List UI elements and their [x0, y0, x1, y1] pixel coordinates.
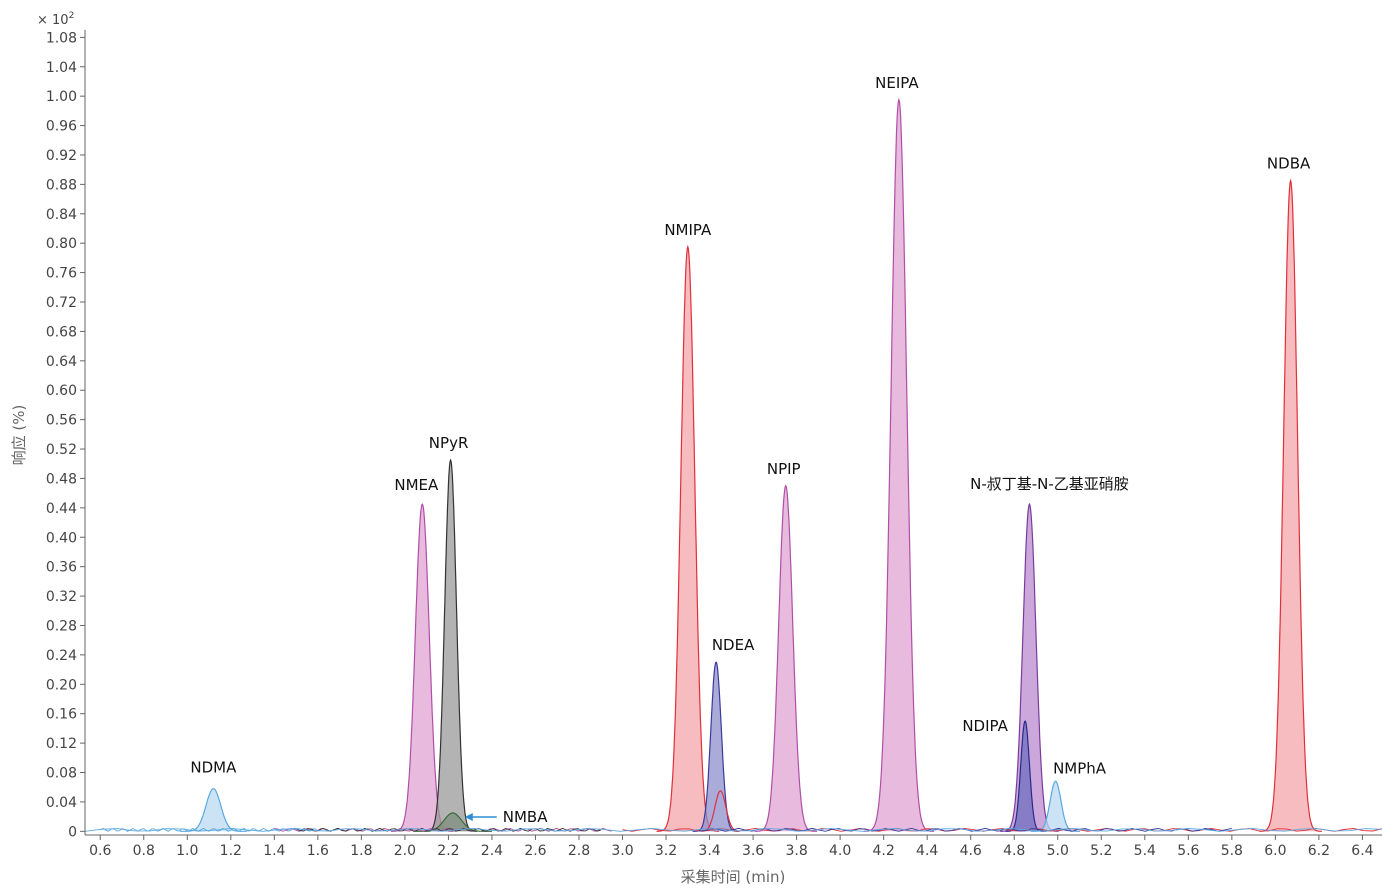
peak-label: NPIP: [767, 460, 801, 478]
peak-label: NMIPA: [664, 221, 712, 239]
peaks-layer: [85, 100, 1382, 832]
x-tick-label: 3.0: [611, 843, 633, 859]
x-tick-label: 1.2: [220, 843, 242, 859]
y-tick-label: 0.76: [46, 266, 77, 282]
x-tick-label: 3.2: [655, 843, 677, 859]
y-tick-label: 0.32: [46, 589, 77, 605]
peak-label: NMEA: [394, 476, 439, 494]
y-tick-label: 0.68: [46, 324, 77, 340]
x-axis-title: 采集时间 (min): [681, 868, 786, 886]
y-tick-label: 0.56: [46, 413, 77, 429]
x-tick-label: 6.2: [1308, 843, 1330, 859]
x-tick-label: 1.6: [307, 843, 329, 859]
x-tick-label: 0.8: [133, 843, 155, 859]
x-ticks: 0.6 0.8 1.0 1.2 1.4 1.6 1.8 2.0 2.2 2.4 2.6 2.8 3.0 3…: [89, 835, 1374, 859]
peak-area: [864, 100, 935, 832]
x-tick-label: 1.4: [263, 843, 285, 859]
y-tick-label: 0.20: [46, 677, 77, 693]
x-tick-label: 5.8: [1221, 843, 1243, 859]
y-tick-label: 0.84: [46, 207, 77, 223]
y-ticks: 0 0.04 0.08 0.12 0.16 0.20 0.24 0.28 0.32 0.36 0.4…: [46, 30, 85, 840]
y-tick-label: 0.44: [46, 501, 77, 517]
y-tick-label: 0.60: [46, 383, 77, 399]
peak-area: [1259, 181, 1322, 832]
x-tick-label: 4.0: [829, 843, 851, 859]
x-tick-label: 4.4: [916, 843, 938, 859]
y-tick-label: 0.12: [46, 736, 77, 752]
peak-label: NDBA: [1267, 155, 1311, 173]
peak-area: [754, 486, 817, 832]
x-tick-label: 5.0: [1047, 843, 1069, 859]
peak-label: NDEA: [712, 636, 755, 654]
x-tick-label: 2.4: [481, 843, 503, 859]
x-tick-label: 2.8: [568, 843, 590, 859]
x-tick-label: 2.2: [437, 843, 459, 859]
y-tick-label: 0.64: [46, 354, 77, 370]
x-tick-label: 2.6: [524, 843, 546, 859]
y-tick-label: 0.28: [46, 618, 77, 634]
peak-label: N-叔丁基-N-乙基亚硝胺: [970, 475, 1129, 493]
y-tick-label: 0.40: [46, 530, 77, 546]
y-tick-label: 0.80: [46, 236, 77, 252]
y-tick-label: 0.24: [46, 648, 77, 664]
axes-layer: [85, 30, 1382, 835]
x-tick-label: 5.2: [1090, 843, 1112, 859]
y-tick-label: 0.08: [46, 766, 77, 782]
y-tick-label: 0.72: [46, 295, 77, 311]
y-tick-label: 1.04: [46, 60, 77, 76]
x-tick-label: 3.6: [742, 843, 764, 859]
peak-area: [180, 789, 247, 832]
y-axis-title: 响应 (%): [10, 405, 28, 466]
x-tick-label: 6.4: [1351, 843, 1373, 859]
y-tick-label: 0.16: [46, 707, 77, 723]
peak-label: NDMA: [190, 759, 237, 777]
peak-labels: NDMA NMEA NPyR NMIPA NDEA NPIP NEIPA N-叔丁基-N-乙基…: [190, 74, 1311, 826]
y-tick-label: 1.00: [46, 89, 77, 105]
y-tick-label: 0.48: [46, 471, 77, 487]
x-tick-label: 6.0: [1264, 843, 1286, 859]
x-tick-label: 2.0: [394, 843, 416, 859]
x-tick-label: 1.8: [350, 843, 372, 859]
peak-label: NEIPA: [875, 74, 919, 92]
peak-label-nmba: NMBA: [503, 808, 548, 826]
x-tick-label: 3.4: [698, 843, 720, 859]
peak-label: NPyR: [429, 434, 469, 452]
peak-label: NMPhA: [1053, 759, 1107, 777]
x-tick-label: 5.4: [1134, 843, 1156, 859]
x-tick-label: 4.8: [1003, 843, 1025, 859]
x-tick-label: 5.6: [1177, 843, 1199, 859]
y-tick-label: 1.08: [46, 30, 77, 46]
y-tick-label: 0.96: [46, 119, 77, 135]
y-tick-label: 0: [68, 824, 77, 840]
y-tick-label: 0.36: [46, 560, 77, 576]
y-tick-label: 0.92: [46, 148, 77, 164]
x-tick-label: 3.8: [785, 843, 807, 859]
x-tick-label: 1.0: [176, 843, 198, 859]
x-tick-label: 4.6: [960, 843, 982, 859]
y-tick-label: 0.52: [46, 442, 77, 458]
x-tick-label: 0.6: [89, 843, 111, 859]
x-tick-label: 4.2: [873, 843, 895, 859]
y-tick-label: 0.04: [46, 795, 77, 811]
peak-label: NDIPA: [962, 717, 1008, 735]
y-multiplier: × 102: [37, 11, 74, 28]
y-tick-label: 0.88: [46, 177, 77, 193]
